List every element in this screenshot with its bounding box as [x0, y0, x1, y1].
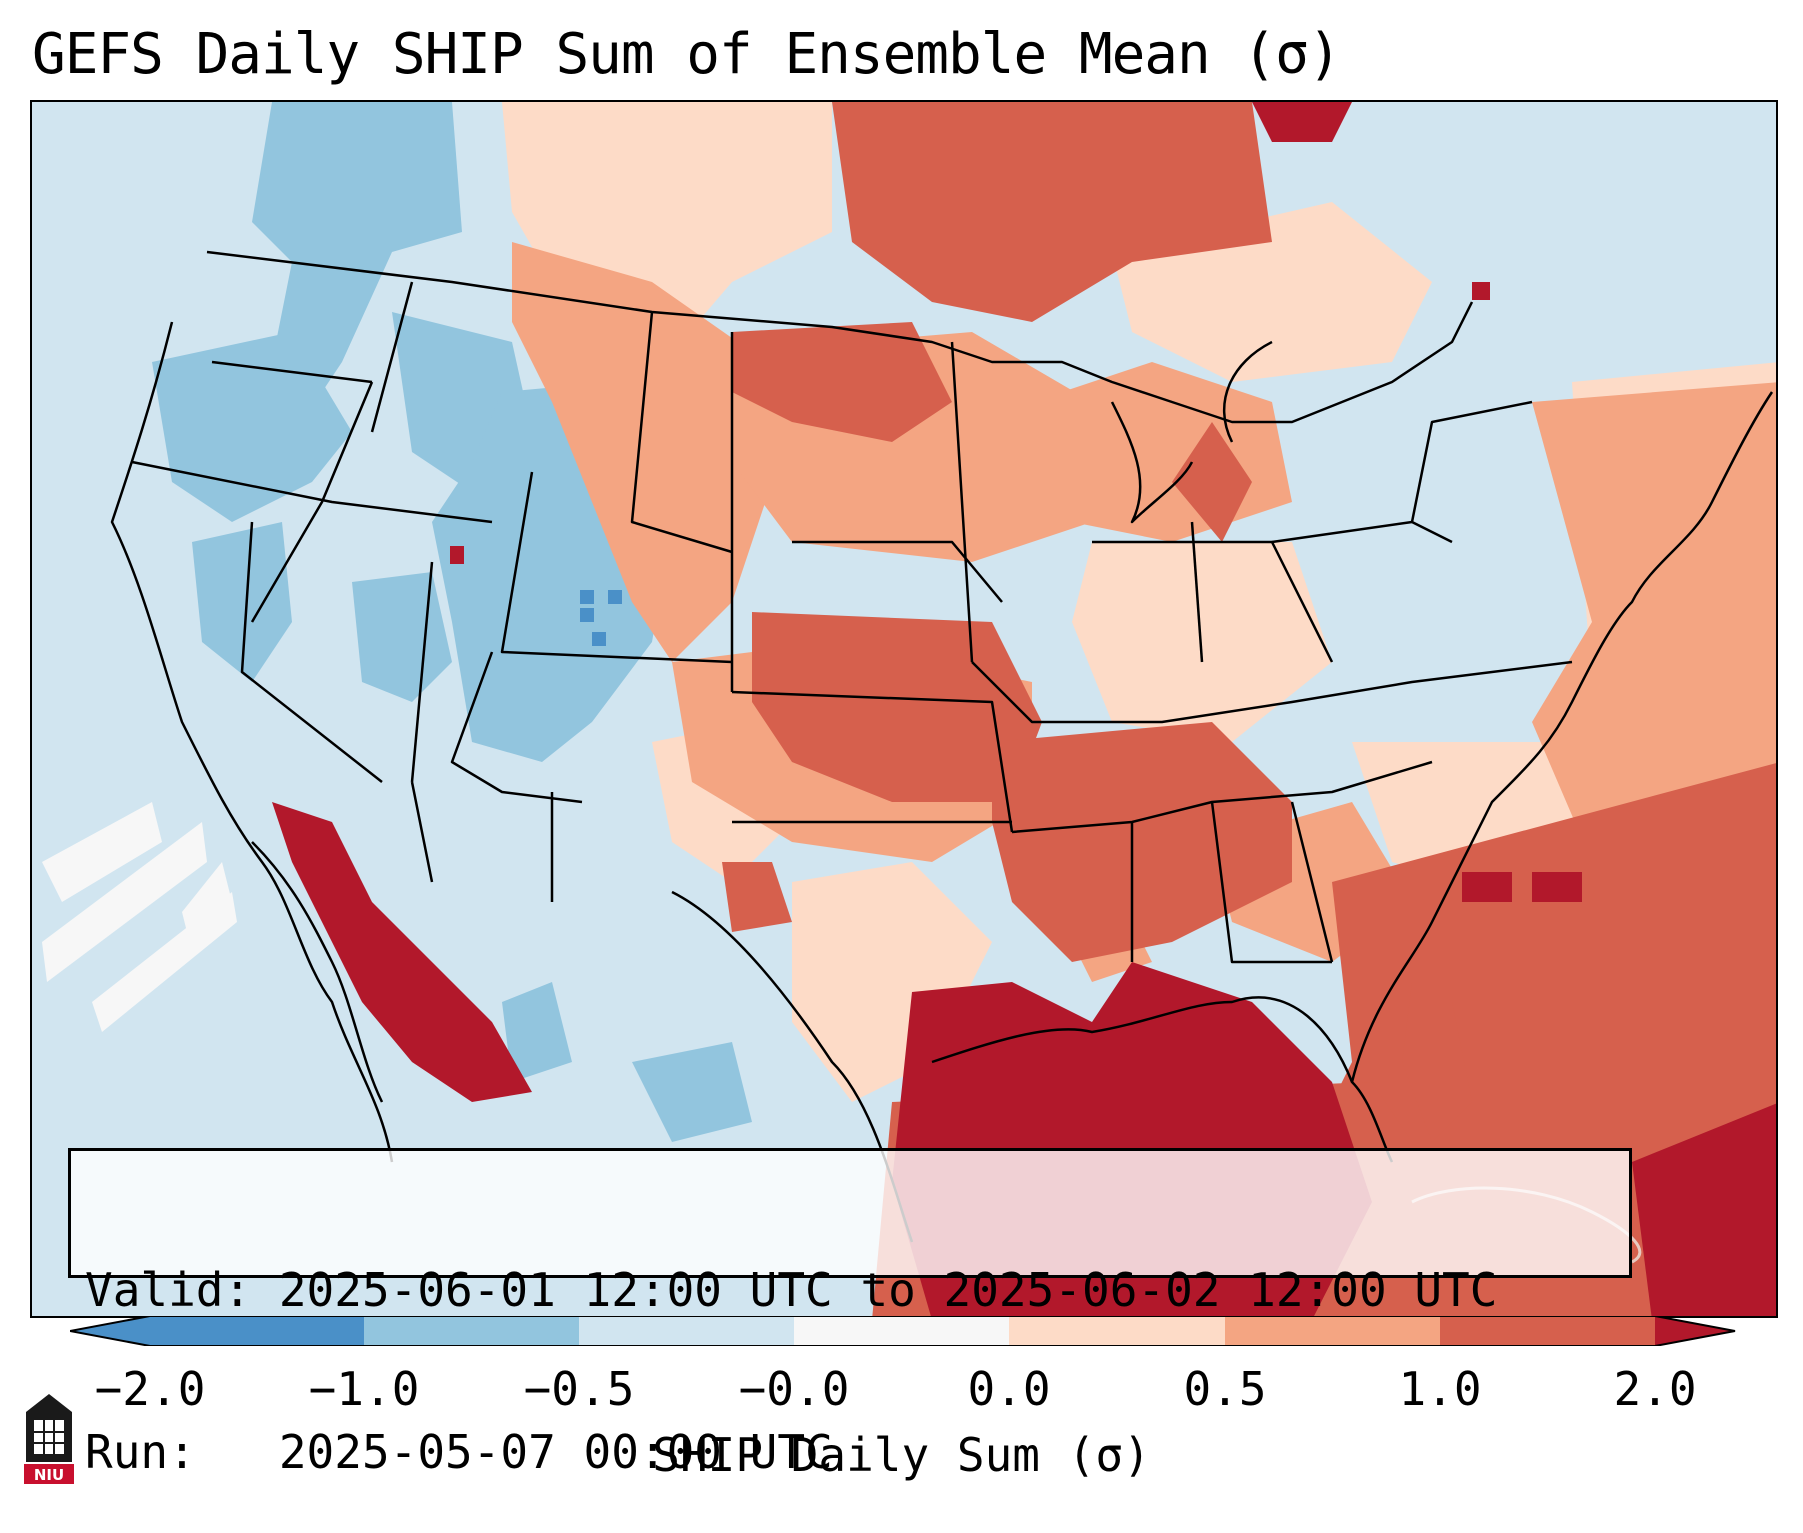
- colorbar: [70, 1316, 1736, 1346]
- pacific-neutral-streaks: [42, 802, 237, 1032]
- colorbar-segment-3: [794, 1316, 1009, 1346]
- map-canvas: [32, 102, 1776, 1316]
- southeast-highlights: [1402, 982, 1472, 1142]
- colorbar-tick-label: 1.0: [1398, 1362, 1482, 1416]
- colorbar-tick-label: 0.0: [967, 1362, 1051, 1416]
- strong-negative-spots: [580, 590, 622, 646]
- boundaries: [110, 250, 1774, 1243]
- valid-time-text: Valid: 2025-06-01 12:00 UTC to 2025-06-0…: [85, 1263, 1498, 1317]
- colorbar-segment-5: [1225, 1316, 1440, 1346]
- colorbar-tick-label: −0.5: [523, 1362, 635, 1416]
- colorbar-tick-label: 2.0: [1613, 1362, 1697, 1416]
- map-frame[interactable]: [30, 100, 1778, 1318]
- colorbar-extend-low: [70, 1316, 150, 1346]
- colorbar-tick-label: 0.5: [1183, 1362, 1267, 1416]
- niu-logo-text: NIU: [34, 1466, 64, 1484]
- colorbar-segment-6: [1440, 1316, 1655, 1346]
- colorbar-tick-label: −0.0: [738, 1362, 850, 1416]
- colorbar-segment-0: [150, 1316, 364, 1346]
- colorbar-segment-2: [579, 1316, 794, 1346]
- run-time-text: Run: 2025-05-07 00:00 UTC: [85, 1425, 833, 1479]
- colorbar-tick-label: −2.0: [94, 1362, 206, 1416]
- colorbar-label: SHIP Daily Sum (σ): [652, 1428, 1151, 1482]
- chart-title: GEFS Daily SHIP Sum of Ensemble Mean (σ): [32, 22, 1342, 87]
- niu-logo-icon: NIU: [24, 1394, 74, 1484]
- colorbar-segment-4: [1009, 1316, 1225, 1346]
- colorbar-tick-label: −1.0: [308, 1362, 420, 1416]
- colorbar-extend-high: [1655, 1316, 1735, 1346]
- info-box: Valid: 2025-06-01 12:00 UTC to 2025-06-0…: [68, 1148, 1632, 1479]
- colorbar-segment-1: [364, 1316, 579, 1346]
